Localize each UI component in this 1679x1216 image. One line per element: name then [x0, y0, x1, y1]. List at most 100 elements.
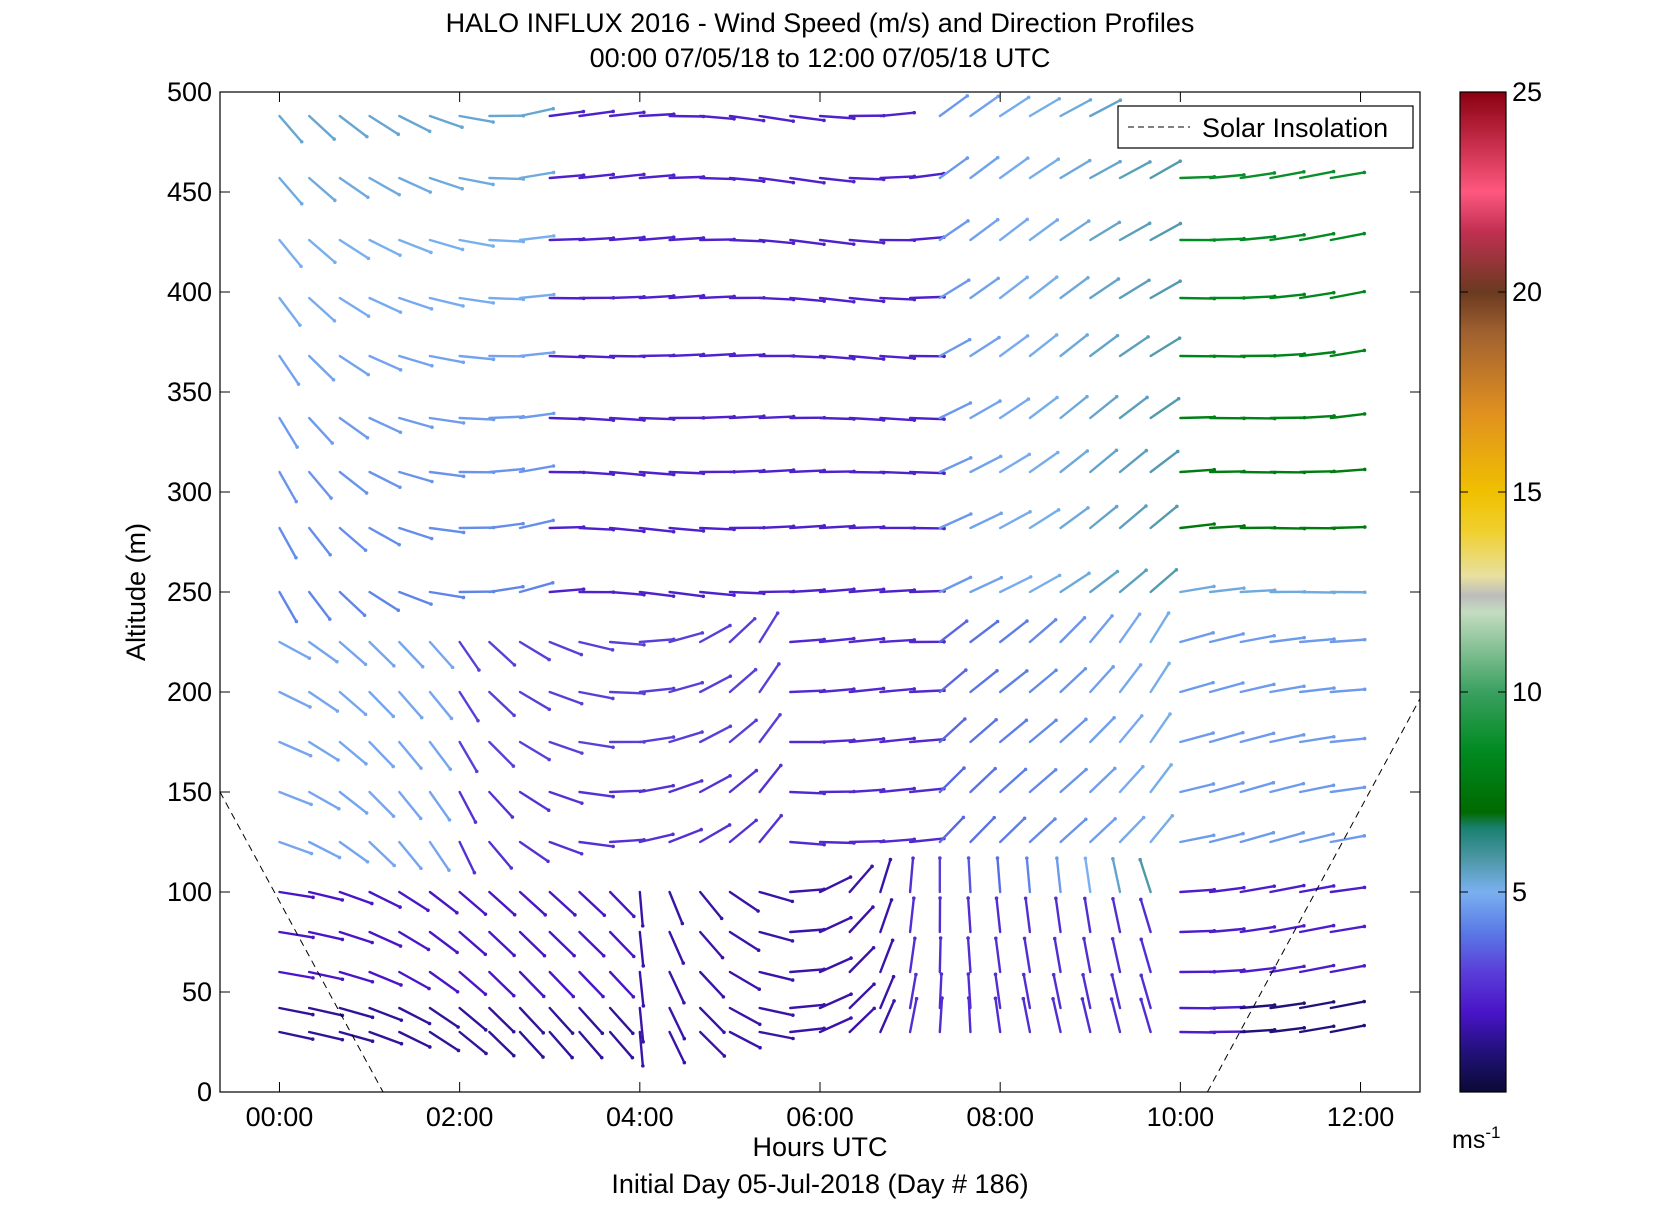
- wind-vector-tip: [1085, 333, 1090, 337]
- wind-vector-tip: [477, 668, 481, 672]
- wind-vector-shaft: [879, 175, 916, 180]
- wind-vector-shaft: [488, 585, 525, 594]
- wind-vector-shaft: [908, 235, 946, 242]
- wind-vector: [1208, 831, 1245, 844]
- wind-vector-tip: [1331, 290, 1336, 295]
- wind-vector: [1298, 1000, 1336, 1010]
- wind-vector-tip: [1111, 665, 1115, 669]
- wind-vector-tip: [1025, 619, 1029, 623]
- wind-vector-shaft: [1239, 416, 1276, 420]
- wind-vector: [338, 176, 370, 200]
- wind-vector: [578, 109, 615, 118]
- legend-label: Solar Insolation: [1202, 113, 1388, 143]
- wind-vector-tip: [728, 623, 732, 628]
- wind-vector: [278, 470, 299, 504]
- wind-vector-shaft: [1329, 1024, 1366, 1034]
- wind-vector: [1239, 633, 1276, 644]
- wind-vector: [458, 740, 479, 774]
- wind-vector-tip: [962, 766, 966, 770]
- wind-vector: [1118, 568, 1148, 594]
- wind-vector-shaft: [1089, 767, 1117, 794]
- wind-vector-shaft: [967, 996, 972, 1034]
- wind-vector-shaft: [1269, 636, 1306, 644]
- wind-vector-shaft: [368, 114, 400, 136]
- colorbar-unit: ms-1: [1452, 1123, 1500, 1154]
- wind-vector-tip: [483, 992, 488, 996]
- wind-vector-shaft: [1179, 468, 1216, 474]
- wind-vector-shaft: [969, 669, 999, 694]
- wind-vector-shaft: [638, 526, 675, 533]
- wind-vector-shaft: [488, 840, 513, 870]
- wind-vector: [1028, 573, 1062, 594]
- wind-vector: [398, 238, 433, 255]
- wind-vector-shaft: [818, 738, 856, 744]
- wind-vector: [1023, 896, 1032, 934]
- wind-vector-tip: [1144, 504, 1148, 508]
- wind-vector-shaft: [879, 787, 916, 794]
- wind-vector-shaft: [368, 354, 402, 372]
- wind-vector-tip: [397, 542, 401, 547]
- wind-vector-tip: [1302, 883, 1306, 888]
- wind-vector-shaft: [398, 970, 431, 990]
- wind-vector-tip: [512, 912, 517, 917]
- wind-vector: [728, 718, 758, 744]
- wind-vector-shaft: [1149, 450, 1179, 474]
- wind-vector-tip: [851, 242, 856, 246]
- wind-vector: [908, 896, 916, 934]
- wind-vector-tip: [461, 474, 466, 479]
- wind-vector-tip: [1271, 780, 1276, 785]
- wind-vector: [1179, 833, 1216, 844]
- wind-vector-tip: [966, 856, 971, 860]
- wind-vector-shaft: [578, 840, 615, 848]
- wind-vector: [668, 631, 705, 644]
- wind-vector-tip: [1025, 334, 1030, 338]
- wind-vector-tip: [938, 856, 942, 860]
- wind-vector-shaft: [848, 238, 885, 244]
- wind-vector-shaft: [758, 296, 795, 301]
- wind-vector-shaft: [548, 690, 583, 705]
- wind-vector-tip: [942, 471, 946, 475]
- wind-vector: [728, 970, 762, 992]
- wind-vector: [338, 890, 374, 906]
- wind-vector: [307, 840, 342, 860]
- wind-vector: [428, 238, 465, 252]
- wind-vector-shaft: [1329, 886, 1366, 894]
- wind-vector-shaft: [368, 840, 396, 867]
- wind-vector-shaft: [458, 1030, 488, 1055]
- wind-vector-shaft: [458, 790, 477, 824]
- wind-vector: [758, 712, 782, 744]
- wind-vector-shaft: [1028, 669, 1058, 694]
- wind-vector-shaft: [608, 789, 646, 794]
- wind-vector: [548, 790, 584, 805]
- wind-vector-shaft: [338, 590, 366, 617]
- wind-vector-shaft: [278, 114, 303, 143]
- wind-vector-tip: [547, 707, 552, 712]
- wind-vector: [698, 1030, 727, 1058]
- wind-vector-tip: [641, 1004, 646, 1008]
- wind-vector-tip: [398, 368, 403, 372]
- wind-vector-tip: [1331, 923, 1336, 928]
- wind-vector: [848, 636, 886, 644]
- wind-vector-tip: [1054, 333, 1059, 337]
- wind-vector: [608, 470, 646, 477]
- wind-vector-tip: [363, 548, 368, 553]
- wind-vector-shaft: [458, 1006, 487, 1032]
- wind-vector-shaft: [758, 890, 794, 903]
- wind-vector-shaft: [518, 740, 551, 761]
- wind-vector: [908, 996, 919, 1034]
- wind-vector: [398, 470, 434, 484]
- wind-vector-tip: [429, 250, 433, 255]
- wind-vector: [758, 1030, 795, 1041]
- wind-vector: [1269, 883, 1306, 894]
- wind-vector-tip: [1362, 687, 1367, 692]
- wind-vector-shaft: [428, 238, 464, 251]
- wind-vector-tip: [822, 842, 826, 847]
- wind-vector: [278, 238, 303, 269]
- wind-vector-shaft: [578, 1030, 603, 1059]
- wind-vector-tip: [1054, 896, 1058, 901]
- wind-vector: [1059, 158, 1092, 180]
- wind-vector-shaft: [668, 681, 704, 694]
- wind-vector-tip: [758, 1045, 762, 1050]
- wind-vector-tip: [1082, 936, 1086, 941]
- wind-vector-shaft: [548, 840, 583, 855]
